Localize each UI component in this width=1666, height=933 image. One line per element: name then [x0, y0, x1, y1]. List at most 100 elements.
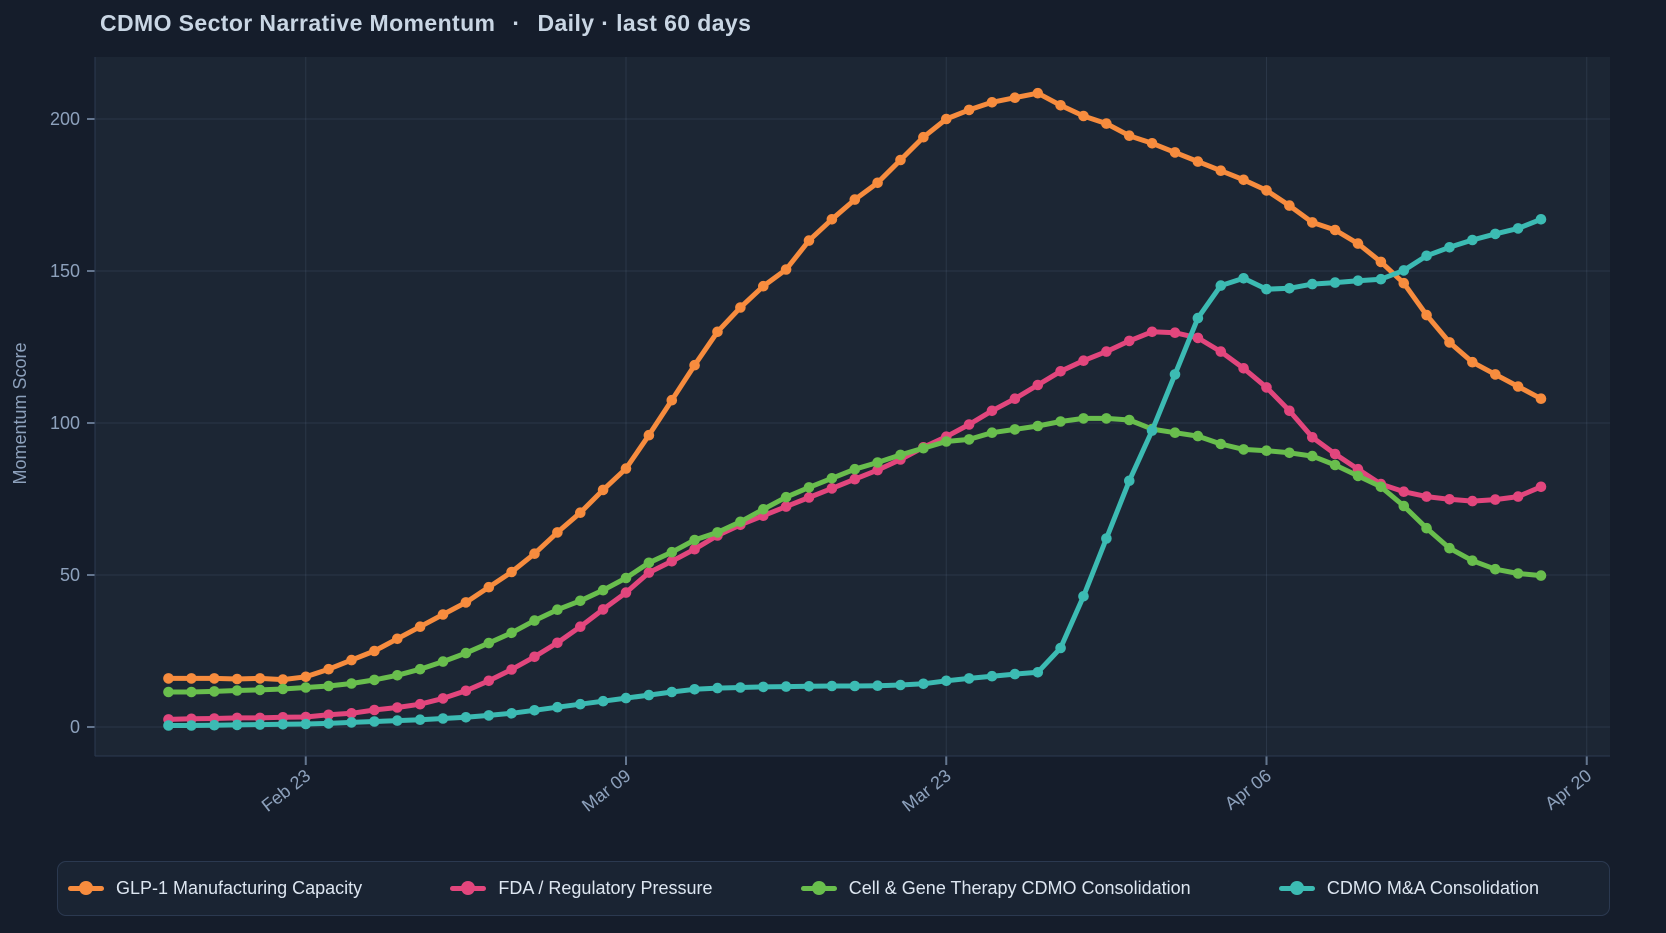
series-point	[1375, 256, 1387, 268]
series-point	[231, 673, 243, 685]
series-point	[849, 680, 861, 692]
series-point	[300, 671, 312, 683]
series-point	[552, 527, 563, 538]
series-point	[758, 280, 769, 292]
series-point	[1467, 356, 1478, 368]
series-point	[300, 682, 312, 693]
series-point	[1490, 369, 1501, 380]
series-point	[1444, 494, 1455, 505]
series-point	[826, 214, 838, 225]
series-point	[277, 674, 289, 685]
legend-dot	[1289, 881, 1304, 895]
series-point	[414, 621, 426, 632]
series-point	[414, 698, 426, 710]
series-point	[689, 543, 700, 555]
series-point	[392, 715, 403, 726]
series-point	[209, 673, 220, 684]
series-point	[963, 434, 975, 445]
x-tick-label: Apr 06	[1221, 765, 1275, 813]
series-point	[895, 154, 906, 166]
series-point	[1215, 280, 1227, 291]
series-point	[1238, 444, 1249, 455]
series-point	[712, 682, 723, 694]
x-tick-label: Feb 23	[258, 765, 314, 815]
series-point	[712, 326, 723, 338]
series-point	[643, 557, 655, 569]
series-point	[575, 507, 586, 518]
series-point	[1284, 200, 1295, 211]
legend-swatch-icon	[800, 881, 837, 896]
series-point	[1169, 327, 1181, 339]
series-point	[323, 718, 334, 729]
series-point	[1032, 87, 1044, 99]
series-point	[780, 681, 792, 692]
series-point	[1352, 238, 1364, 249]
y-tick-label: 0	[70, 717, 80, 737]
series-point	[1352, 470, 1364, 482]
series-point	[918, 131, 929, 143]
series-point	[1009, 393, 1021, 405]
series-point	[1444, 542, 1455, 554]
chart-title-separator: ·	[512, 10, 521, 36]
series-point	[1444, 242, 1455, 253]
series-point	[1055, 366, 1066, 377]
x-tick-label: Mar 09	[578, 765, 634, 815]
series-point	[1032, 379, 1044, 391]
legend-label: FDA / Regulatory Pressure	[498, 878, 713, 898]
series-point	[872, 457, 883, 468]
series-point	[780, 264, 792, 275]
series-point	[575, 621, 586, 632]
legend-item-2[interactable]: Cell & Gene Therapy CDMO Consolidation	[800, 878, 1191, 899]
series-point	[506, 664, 517, 675]
series-point	[1467, 234, 1478, 246]
series-point	[460, 712, 472, 723]
series-point	[826, 680, 838, 692]
series-point	[369, 704, 380, 716]
legend-item-3[interactable]: CDMO M&A Consolidation	[1278, 878, 1539, 899]
series-point	[1192, 156, 1204, 167]
series-point	[1146, 326, 1158, 338]
series-point	[1101, 118, 1112, 129]
series-point	[1329, 448, 1341, 460]
x-tick-label: Mar 23	[898, 765, 954, 815]
series-point	[1307, 450, 1318, 462]
series-point	[529, 651, 540, 663]
series-point	[803, 681, 815, 692]
series-point	[735, 516, 746, 528]
legend-item-1[interactable]: FDA / Regulatory Pressure	[450, 878, 713, 899]
series-point	[1421, 309, 1432, 321]
legend-dot	[79, 881, 93, 895]
x-tick-label: Apr 20	[1541, 765, 1595, 813]
series-point	[758, 504, 769, 515]
series-point	[1009, 92, 1021, 103]
series-point	[803, 482, 815, 493]
legend-item-0[interactable]: GLP-1 Manufacturing Capacity	[68, 878, 362, 899]
series-point	[780, 491, 792, 503]
series-point	[689, 684, 700, 695]
series-point	[826, 483, 838, 494]
series-point	[1078, 355, 1089, 367]
series-point	[323, 709, 334, 721]
momentum-line-chart: Feb 23 Mar 09 Mar 23 Apr 06 Apr 20 0 50 100 150 2…	[10, 57, 1610, 816]
series-point	[666, 546, 678, 558]
series-point	[163, 720, 174, 731]
series-point	[689, 534, 700, 546]
series-point	[872, 177, 883, 189]
series-point	[163, 673, 174, 684]
series-point	[392, 633, 403, 645]
chart-legend: GLP-1 Manufacturing Capacity FDA / Regula…	[57, 861, 1610, 916]
series-point	[1398, 486, 1410, 498]
series-point	[414, 663, 426, 675]
series-point	[1101, 346, 1112, 357]
series-point	[1398, 500, 1410, 512]
series-point	[872, 464, 883, 476]
series-point	[803, 235, 815, 246]
series-point	[483, 581, 495, 593]
series-point	[254, 719, 266, 730]
series-point	[597, 584, 609, 596]
series-point	[1490, 563, 1501, 575]
series-point	[1307, 217, 1318, 228]
series-point	[414, 714, 426, 725]
series-point	[1124, 130, 1135, 141]
y-tick-label: 150	[50, 261, 80, 281]
